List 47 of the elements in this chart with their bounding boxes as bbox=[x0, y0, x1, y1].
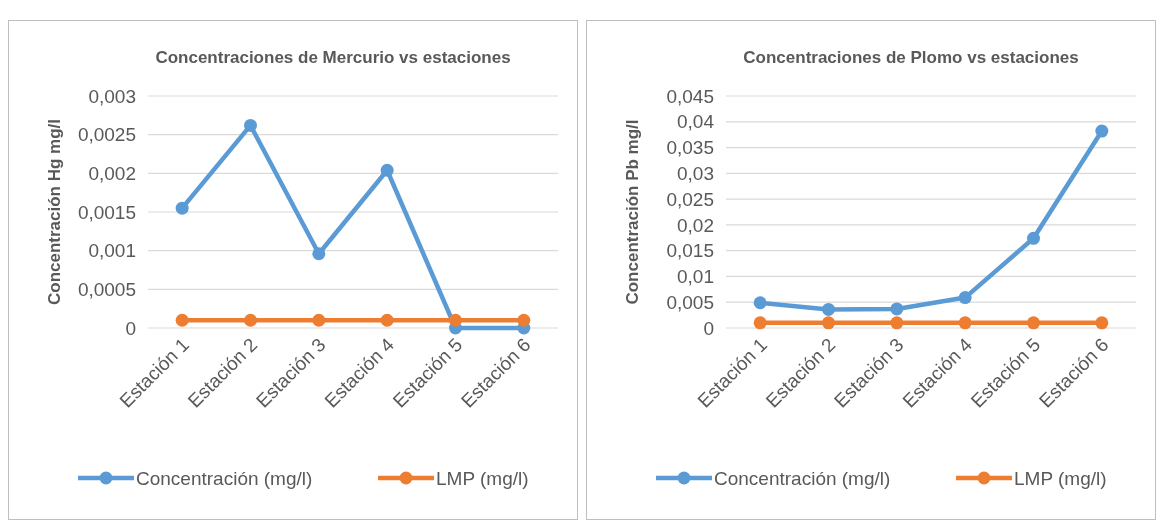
y-tick-label: 0,0015 bbox=[77, 201, 136, 223]
legend-label: Concentración (mg/l) bbox=[136, 467, 313, 489]
point bbox=[312, 313, 326, 327]
y-tick-label: 0,0005 bbox=[77, 278, 136, 300]
y-tick-label: 0,0025 bbox=[77, 124, 136, 146]
point bbox=[380, 313, 394, 327]
y-axis-title: Concentración Pb mg/l bbox=[623, 119, 642, 305]
y-tick-label: 0,03 bbox=[677, 162, 714, 184]
point bbox=[1027, 316, 1040, 330]
y-tick-label: 0,002 bbox=[88, 162, 136, 184]
point bbox=[1095, 124, 1109, 138]
point bbox=[175, 313, 189, 327]
point bbox=[1027, 231, 1040, 245]
point bbox=[822, 316, 835, 330]
point bbox=[890, 302, 904, 316]
point bbox=[244, 118, 257, 132]
y-tick-label: 0 bbox=[125, 317, 136, 339]
point bbox=[753, 296, 767, 310]
y-tick-label: 0 bbox=[703, 317, 714, 339]
y-tick-label: 0,005 bbox=[666, 291, 714, 313]
point bbox=[517, 313, 531, 327]
point bbox=[753, 316, 767, 330]
y-tick-label: 0,001 bbox=[88, 240, 136, 262]
legend-label: LMP (mg/l) bbox=[1014, 467, 1107, 489]
legend-label: Concentración (mg/l) bbox=[714, 467, 891, 489]
y-tick-label: 0,025 bbox=[666, 188, 714, 210]
point bbox=[244, 313, 257, 327]
y-tick-label: 0,02 bbox=[677, 214, 714, 236]
point bbox=[822, 302, 835, 316]
point bbox=[449, 313, 462, 327]
y-tick-label: 0,01 bbox=[677, 266, 714, 288]
point bbox=[890, 316, 904, 330]
chart-title: Concentraciones de Mercurio vs estaciones bbox=[155, 48, 511, 67]
point bbox=[175, 201, 189, 215]
y-tick-label: 0,045 bbox=[666, 85, 714, 107]
point bbox=[312, 247, 326, 261]
y-tick-label: 0,035 bbox=[666, 137, 714, 159]
point bbox=[1095, 316, 1109, 330]
legend-label: LMP (mg/l) bbox=[436, 467, 529, 489]
y-tick-label: 0,015 bbox=[666, 240, 714, 262]
point bbox=[958, 316, 972, 330]
point bbox=[380, 163, 394, 177]
chart-title: Concentraciones de Plomo vs estaciones bbox=[743, 48, 1079, 67]
y-tick-label: 0,003 bbox=[88, 85, 136, 107]
y-axis-title: Concentración Hg mg/l bbox=[45, 118, 64, 306]
point bbox=[958, 291, 972, 305]
y-tick-label: 0,04 bbox=[677, 111, 715, 133]
